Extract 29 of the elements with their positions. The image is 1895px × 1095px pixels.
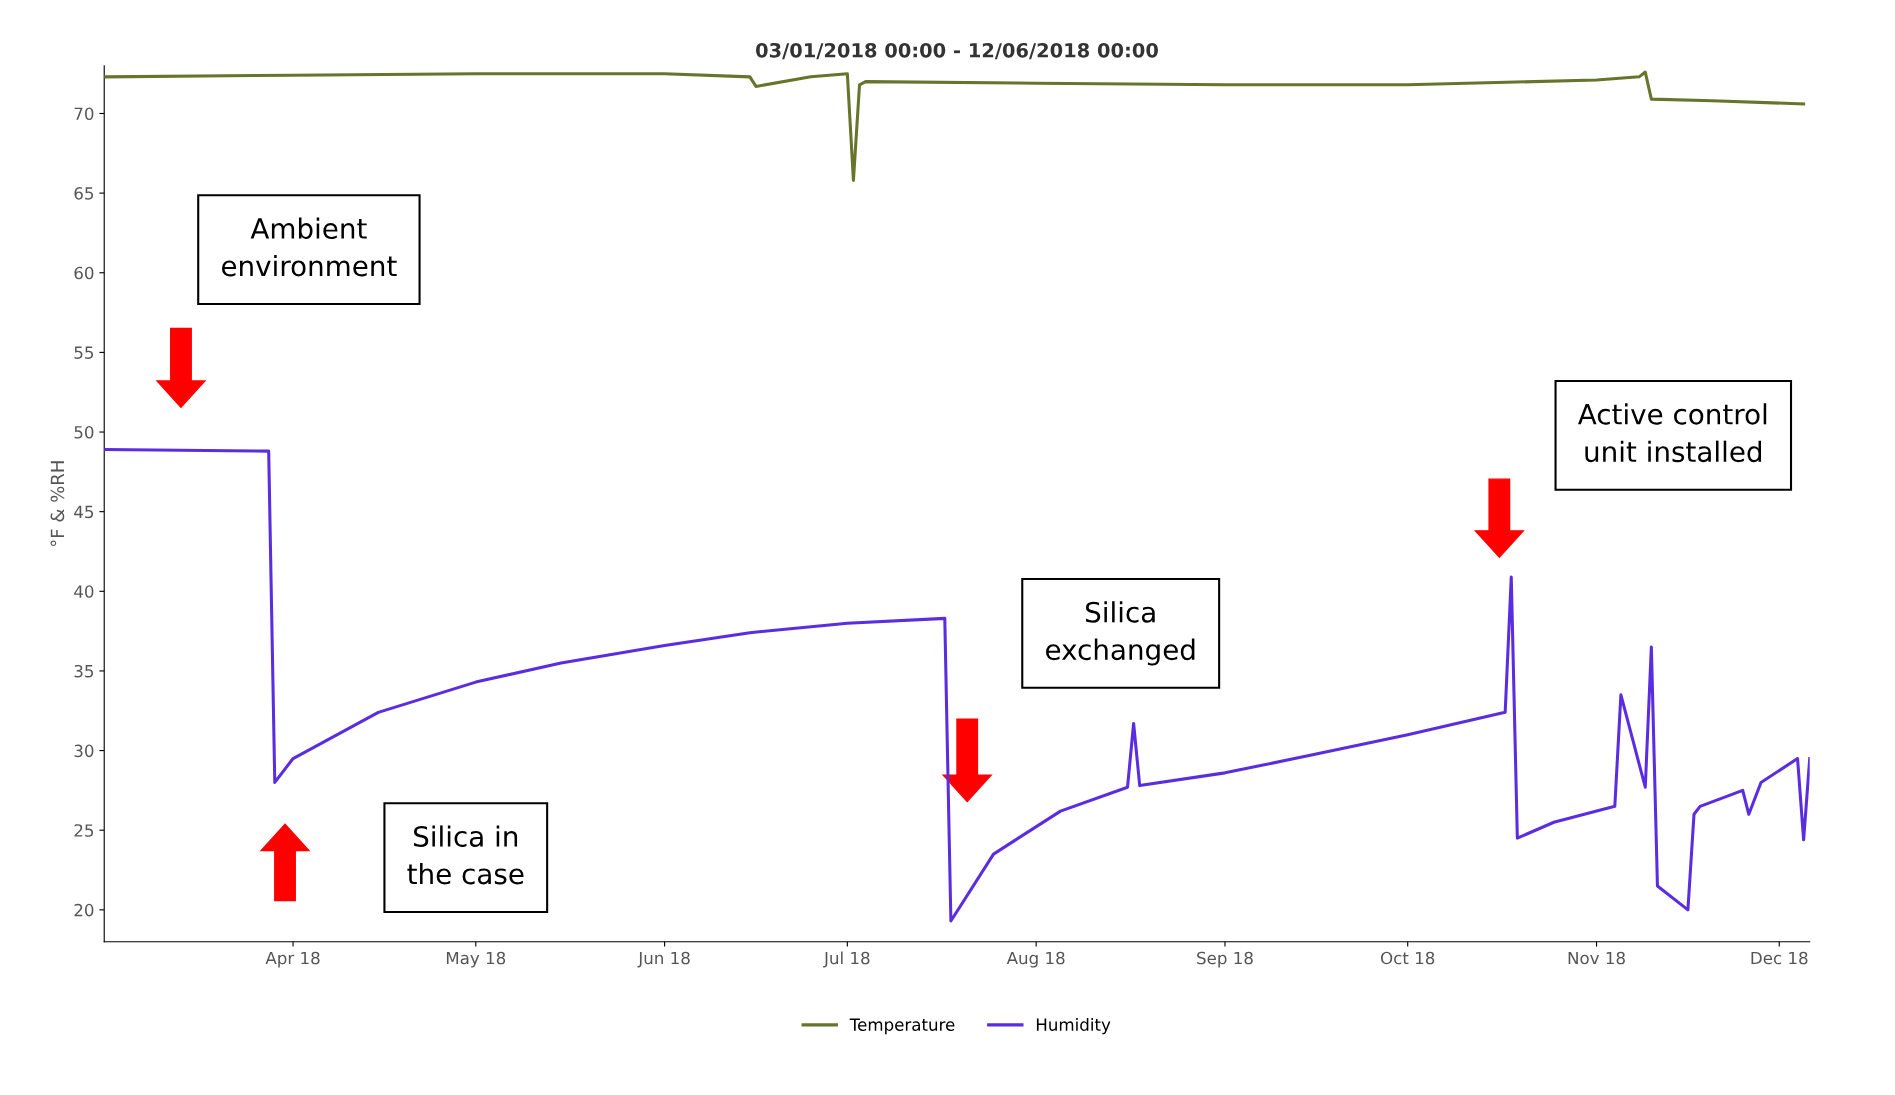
y-tick-label: 70 [74,107,94,121]
y-tick-label: 45 [74,505,94,519]
x-tick-label: Apr 18 [265,951,320,968]
x-tick-label: Aug 18 [1006,951,1065,968]
y-tick-label: 35 [74,664,94,678]
y-tick-label: 30 [74,744,94,758]
annotation: Silica exchanged [1046,601,1195,666]
y-tick-label: 55 [74,346,94,359]
y-axis-title: °F & %RH [50,461,65,547]
legend-label: Humidity [1036,1018,1111,1035]
legend-label: Temperature [849,1018,955,1035]
x-tick-label: Jul 18 [823,951,870,968]
x-tick-label: Jun 18 [637,951,690,968]
y-tick-label: 60 [74,266,94,280]
y-tick-label: 50 [74,425,94,439]
y-tick-label: 65 [74,187,94,200]
x-tick-label: Oct 18 [1380,951,1435,965]
annotation: Ambient environment [221,217,397,277]
annotation: Active control unit installed [1577,403,1767,463]
x-tick-label: May 18 [446,951,506,968]
x-tick-label: Dec 18 [1751,951,1808,965]
chart-title: 03/01/2018 00:00 - 12/06/2018 00:00 [756,42,1158,60]
y-tick-label: 20 [74,903,94,917]
line-series [104,70,1806,182]
y-tick-label: 40 [74,585,94,598]
x-tick-label: Nov 18 [1568,951,1625,965]
y-tick-label: 25 [74,824,94,837]
annotation: Silica in the case [407,825,524,885]
x-tick-label: Sep 18 [1197,951,1253,968]
